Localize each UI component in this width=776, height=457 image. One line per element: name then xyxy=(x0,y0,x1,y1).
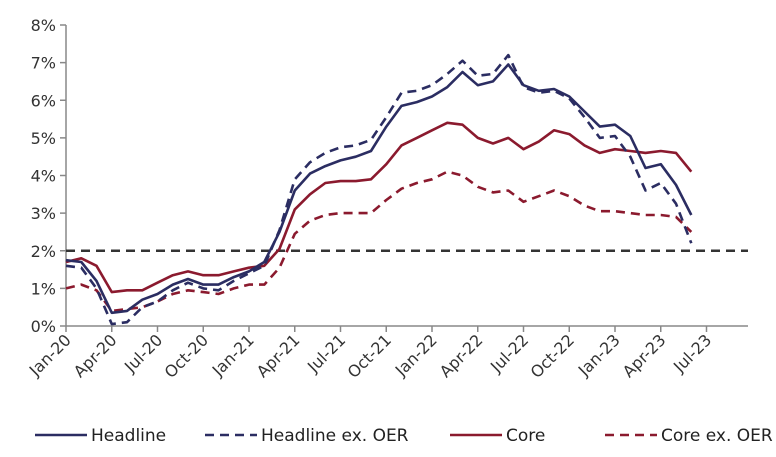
x-tick-label: Jul-20 xyxy=(120,330,166,376)
x-tick-label: Apr-22 xyxy=(436,330,487,381)
axes xyxy=(65,25,748,327)
y-tick-label: 7% xyxy=(31,54,56,73)
legend-label: Core ex. OER xyxy=(661,426,773,446)
legend: Headline Headline ex. OER Core Core ex. OER xyxy=(35,426,773,446)
x-tick-label: Jul-23 xyxy=(669,330,715,376)
x-tick-label: Jan-21 xyxy=(208,330,258,380)
x-tick-label: Jan-20 xyxy=(25,330,75,380)
series-lines xyxy=(65,53,693,326)
x-tick-label: Jan-23 xyxy=(574,330,624,380)
x-tick-label: Oct-22 xyxy=(527,330,578,381)
series-line-headline xyxy=(65,63,693,315)
x-tick-label: Oct-20 xyxy=(161,330,212,381)
x-tick-label: Oct-21 xyxy=(344,330,395,381)
y-tick-label: 5% xyxy=(31,129,56,148)
y-ticks: 0% 1% 2% 3% 4% 5% 6% 7% 8% xyxy=(31,16,66,336)
legend-label: Headline xyxy=(91,426,166,446)
x-tick-label: Jul-21 xyxy=(303,330,349,376)
y-tick-label: 4% xyxy=(31,167,56,186)
legend-label: Headline ex. OER xyxy=(261,426,409,446)
series-line-headline-ex-oer xyxy=(65,53,693,326)
y-tick-label: 6% xyxy=(31,91,56,110)
y-tick-label: 3% xyxy=(31,204,56,223)
x-tick-label: Jul-22 xyxy=(486,330,532,376)
series-line-core-ex-oer xyxy=(65,170,693,313)
y-tick-label: 8% xyxy=(31,16,56,35)
x-tick-label: Apr-20 xyxy=(70,330,121,381)
series-line-core xyxy=(65,121,693,294)
x-tick-label: Apr-21 xyxy=(253,330,304,381)
legend-label: Core xyxy=(506,426,545,446)
y-tick-label: 1% xyxy=(31,279,56,298)
x-tick-label: Apr-23 xyxy=(619,330,670,381)
y-tick-label: 0% xyxy=(31,317,56,336)
y-tick-label: 2% xyxy=(31,242,56,261)
x-tick-label: Jan-22 xyxy=(391,330,441,380)
